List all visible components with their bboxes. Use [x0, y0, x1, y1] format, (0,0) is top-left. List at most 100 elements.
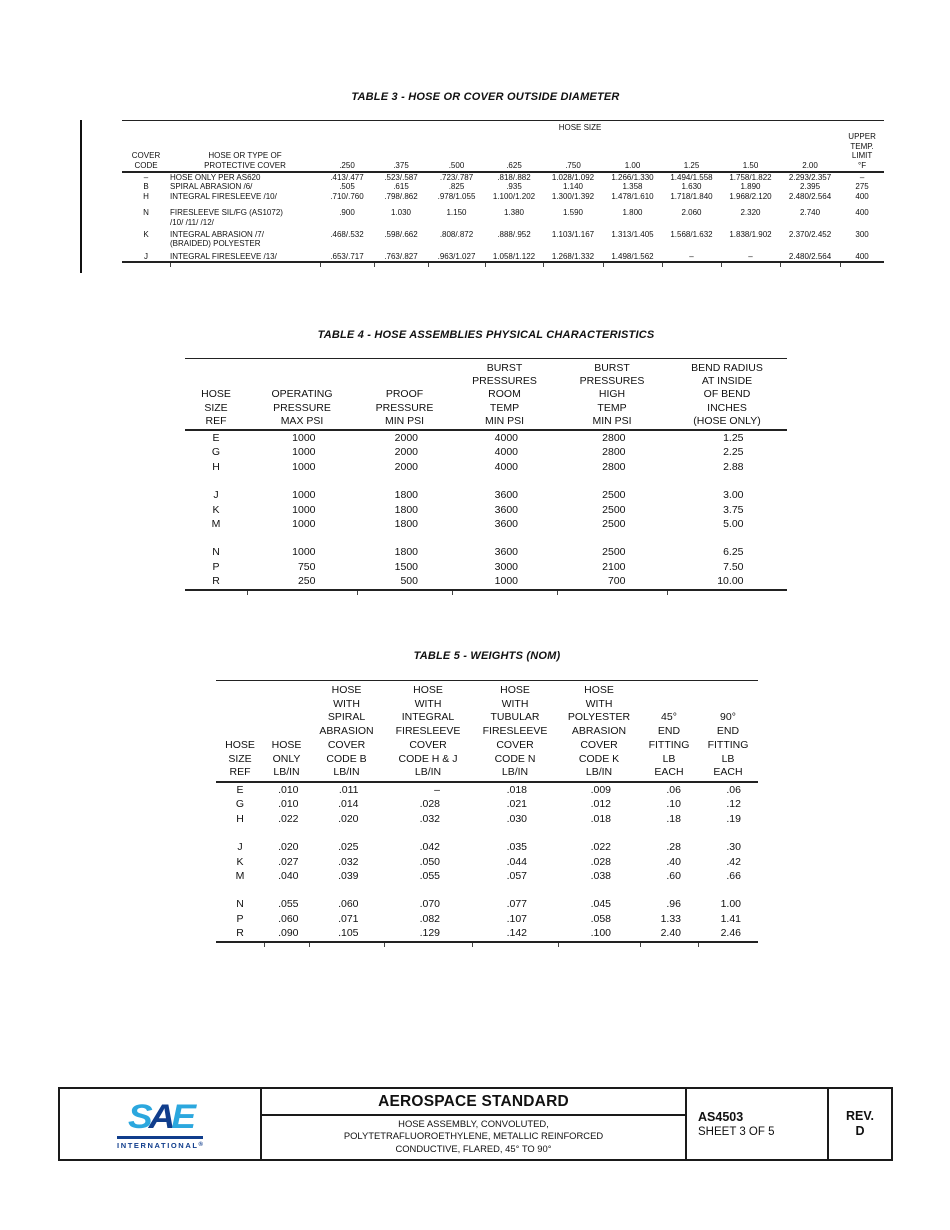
cell-value: .028: [419, 798, 440, 811]
cell-value: .028: [590, 855, 611, 868]
cell: .021: [472, 797, 558, 811]
cell: 1.800: [622, 208, 643, 218]
sae-letter-e: E: [171, 1097, 196, 1136]
cell: .413/.477: [330, 173, 364, 183]
cell-value: .06: [666, 783, 681, 796]
cell: 1.028/1.092: [551, 173, 595, 183]
cell: P: [236, 912, 244, 925]
cell: 2000: [357, 460, 452, 474]
cell-value: 500: [400, 575, 418, 588]
cell: 1.103/1.167: [551, 230, 595, 240]
cell-value: .105: [338, 927, 359, 940]
cell-value: .18: [666, 812, 681, 825]
cell: .030: [472, 812, 558, 826]
bottom-rule: [122, 261, 885, 268]
cell-value: .032: [419, 812, 440, 825]
cell: .66: [698, 869, 758, 883]
cell: .505: [339, 182, 355, 192]
cell: .018: [558, 812, 640, 826]
cell-value: .142: [506, 927, 527, 940]
cell: 1.838/1.902: [729, 230, 772, 240]
cell-value: .020: [278, 841, 299, 854]
cell: .077: [472, 897, 558, 911]
cell: –: [748, 251, 753, 261]
cell: 1.00: [698, 897, 758, 911]
cell: INTEGRAL FIRESLEEVE /13/: [170, 251, 277, 261]
cell-value: 2000: [394, 460, 418, 473]
rule-tick: [698, 940, 758, 947]
cell-value: 4000: [494, 460, 518, 473]
cell: .598/.662: [384, 230, 418, 240]
cell-value: .042: [419, 841, 440, 854]
cell: 1.890: [740, 182, 761, 192]
cell: H: [143, 191, 149, 201]
table5-container: HOSE SIZE REF HOSE ONLY LB/IN HOSE WITH SP…: [216, 680, 758, 947]
rule-tick: [452, 588, 558, 595]
cell: E: [212, 432, 220, 445]
table-row: M .040 .039 .055 .057 .038 .60 .66: [216, 869, 758, 883]
cell: 2000: [357, 430, 452, 445]
cell-value: 700: [607, 575, 626, 588]
cell: 2.370/2.452: [788, 230, 832, 240]
cell-value: 1000: [494, 575, 518, 588]
bottom-rule: [216, 940, 758, 947]
column-header: .750: [543, 132, 603, 174]
cell-value: .030: [506, 812, 527, 825]
cell: .100: [558, 926, 640, 941]
cell: M: [235, 869, 245, 882]
table-row: J 1000 1800 3600 2500 3.00: [185, 488, 787, 502]
cell: .090: [264, 926, 309, 941]
sae-logo-underbar: [117, 1136, 203, 1140]
spacer-row: [185, 474, 787, 488]
hose-size-span-header: HOSE SIZE: [558, 123, 602, 132]
cell: .035: [472, 840, 558, 854]
column-header: .250: [320, 132, 374, 174]
cell-value: 750: [297, 560, 316, 573]
cell-value: 1.00: [720, 898, 741, 911]
cell: .19: [698, 812, 758, 826]
cell-value: 3.00: [723, 489, 744, 502]
sae-logo-international-text: INTERNATIONAL®: [117, 1142, 203, 1150]
cell-value: 10.00: [717, 575, 744, 588]
cell: –: [143, 173, 149, 183]
cell: J: [213, 489, 219, 502]
cell: .060: [309, 897, 384, 911]
table-row: E 1000 2000 4000 2800 1.25: [185, 430, 787, 445]
cell-value: .044: [506, 855, 527, 868]
cell: R: [212, 575, 220, 588]
cell: .070: [384, 897, 472, 911]
table-row: N FIRESLEEVE SIL/FG (AS1072) /10/ /11/ /1…: [122, 208, 884, 227]
cell: 1000: [247, 445, 357, 459]
standard-subtitle: HOSE ASSEMBLY, CONVOLUTED, POLYTETRAFLUO…: [266, 1116, 681, 1159]
cell: 1000: [247, 503, 357, 517]
cell: 400: [855, 208, 869, 218]
cell-value: 1800: [394, 546, 418, 559]
cell-value: .090: [278, 927, 299, 940]
cell-value: .96: [666, 898, 681, 911]
cell: 400: [855, 251, 869, 261]
document-number: AS4503: [698, 1109, 744, 1124]
cell-value: 1000: [292, 518, 316, 531]
cell: 1.058/1.122: [492, 251, 536, 261]
cell: .057: [472, 869, 558, 883]
cell-value: .027: [278, 855, 299, 868]
cell: .010: [264, 797, 309, 811]
spacer-row: [185, 531, 787, 545]
cell: 3.00: [667, 488, 787, 502]
table3-title: TABLE 3 - HOSE OR COVER OUTSIDE DIAMETER: [351, 91, 620, 103]
cell: .105: [309, 926, 384, 941]
cell: .025: [309, 840, 384, 854]
cell: 1800: [357, 488, 452, 502]
sae-letter-s: S: [127, 1097, 153, 1136]
cell: M: [211, 518, 221, 531]
cell-value: 2100: [602, 560, 626, 573]
cell: 1.100/1.202: [492, 191, 536, 201]
footer-title-cell: AEROSPACE STANDARD HOSE ASSEMBLY, CONVOL…: [262, 1089, 687, 1159]
cell: 1800: [357, 503, 452, 517]
cell: .042: [384, 840, 472, 854]
cell: H: [236, 812, 244, 825]
cell-value: .021: [506, 798, 527, 811]
cell: .523/.587: [384, 173, 418, 183]
rule-tick: [374, 261, 429, 268]
